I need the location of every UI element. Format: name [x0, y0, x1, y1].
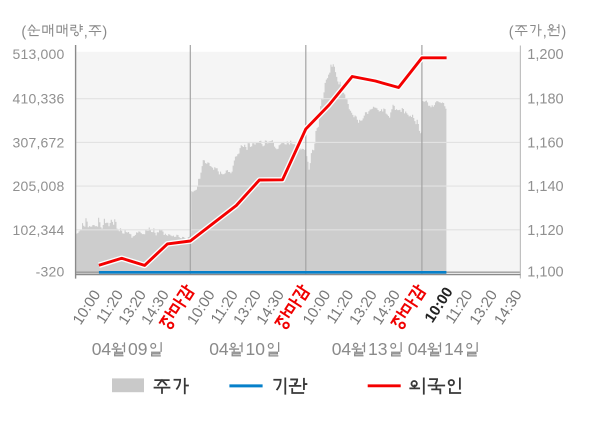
svg-text:): ) [102, 25, 107, 41]
svg-text:,: , [543, 25, 547, 41]
svg-text:102,344: 102,344 [12, 222, 64, 238]
svg-text:1,140: 1,140 [527, 179, 563, 195]
svg-text:13: 13 [368, 339, 387, 359]
svg-text:513,000: 513,000 [12, 46, 64, 62]
svg-text:410,336: 410,336 [12, 91, 64, 107]
svg-text:(: ( [509, 25, 514, 41]
svg-text:(: ( [21, 25, 26, 41]
svg-text:1,120: 1,120 [527, 223, 563, 239]
svg-text:09: 09 [128, 339, 147, 359]
svg-text:1,100: 1,100 [527, 265, 563, 281]
svg-text:,: , [84, 25, 88, 41]
svg-text:04: 04 [209, 339, 229, 359]
svg-text:04: 04 [332, 339, 352, 359]
svg-text:14: 14 [444, 339, 464, 359]
svg-text:10: 10 [246, 339, 266, 359]
svg-text:04: 04 [408, 339, 428, 359]
svg-text:): ) [561, 25, 566, 41]
svg-text:1,160: 1,160 [527, 135, 563, 151]
svg-text:205,008: 205,008 [12, 178, 64, 194]
svg-text:1,200: 1,200 [527, 47, 563, 63]
svg-text:1,180: 1,180 [527, 92, 563, 108]
svg-text:04: 04 [92, 339, 112, 359]
svg-text:-320: -320 [36, 264, 65, 280]
svg-text:307,672: 307,672 [12, 134, 64, 150]
